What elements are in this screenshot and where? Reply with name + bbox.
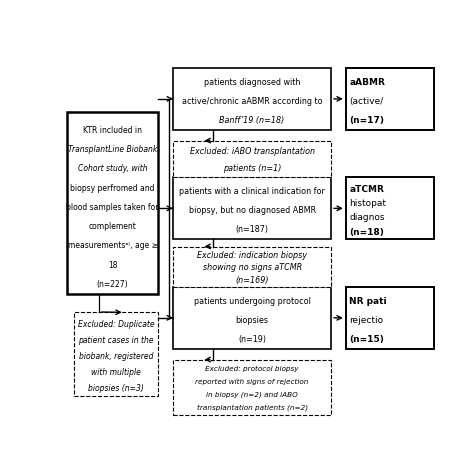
Text: 18: 18 xyxy=(108,261,117,270)
Text: measurementsᵃ⁽, age ≥: measurementsᵃ⁽, age ≥ xyxy=(67,241,157,250)
Text: (n=169): (n=169) xyxy=(236,276,269,285)
Text: (n=17): (n=17) xyxy=(349,116,384,125)
Text: (n=15): (n=15) xyxy=(349,335,384,344)
Text: blood samples taken for: blood samples taken for xyxy=(66,203,159,212)
Text: active/chronic aABMR according to: active/chronic aABMR according to xyxy=(182,97,322,106)
FancyBboxPatch shape xyxy=(173,287,331,349)
Text: patients diagnosed with: patients diagnosed with xyxy=(204,78,301,87)
Text: TransplantLine Biobank: TransplantLine Biobank xyxy=(68,145,157,154)
FancyBboxPatch shape xyxy=(66,112,158,294)
FancyBboxPatch shape xyxy=(346,287,434,349)
Text: patients undergoing protocol: patients undergoing protocol xyxy=(194,297,310,306)
Text: patient cases in the: patient cases in the xyxy=(78,336,154,345)
FancyBboxPatch shape xyxy=(173,246,331,287)
Text: (n=18): (n=18) xyxy=(349,228,384,237)
Text: rejectio: rejectio xyxy=(349,316,383,325)
FancyBboxPatch shape xyxy=(173,141,331,177)
Text: showing no signs aTCMR: showing no signs aTCMR xyxy=(202,263,301,272)
Text: Excluded: indication biopsy: Excluded: indication biopsy xyxy=(197,251,307,260)
FancyBboxPatch shape xyxy=(173,360,331,415)
Text: (active/: (active/ xyxy=(349,97,384,106)
Text: aTCMR: aTCMR xyxy=(349,185,384,194)
Text: Banff’19 (n=18): Banff’19 (n=18) xyxy=(219,116,285,125)
FancyBboxPatch shape xyxy=(346,177,434,239)
Text: (n=19): (n=19) xyxy=(238,335,266,344)
Text: in biopsy (n=2) and iABO: in biopsy (n=2) and iABO xyxy=(206,392,298,398)
Text: biopsy perfromed and: biopsy perfromed and xyxy=(70,183,155,192)
Text: (n=227): (n=227) xyxy=(97,280,128,289)
Text: histopat: histopat xyxy=(349,199,386,208)
Text: biopsies: biopsies xyxy=(236,316,269,325)
Text: aABMR: aABMR xyxy=(349,78,385,87)
Text: NR pati: NR pati xyxy=(349,297,387,306)
FancyBboxPatch shape xyxy=(173,177,331,239)
Text: patients with a clinical indication for: patients with a clinical indication for xyxy=(179,187,325,196)
Text: (n=187): (n=187) xyxy=(236,225,269,234)
Text: biobank, registered: biobank, registered xyxy=(79,352,154,361)
Text: Excluded: protocol biopsy: Excluded: protocol biopsy xyxy=(205,366,299,372)
FancyBboxPatch shape xyxy=(346,68,434,130)
Text: Cohort study, with: Cohort study, with xyxy=(78,164,147,173)
Text: with multiple: with multiple xyxy=(91,368,141,377)
Text: transplantation patients (n=2): transplantation patients (n=2) xyxy=(197,405,308,411)
Text: patients (n=1): patients (n=1) xyxy=(223,164,281,173)
FancyBboxPatch shape xyxy=(173,68,331,130)
Text: Excluded: iABO transplantation: Excluded: iABO transplantation xyxy=(190,147,315,156)
Text: complement: complement xyxy=(89,222,137,231)
Text: Excluded: Duplicate: Excluded: Duplicate xyxy=(78,320,155,329)
Text: biopsy, but no diagnosed ABMR: biopsy, but no diagnosed ABMR xyxy=(189,206,316,215)
Text: diagnos: diagnos xyxy=(349,213,385,222)
FancyBboxPatch shape xyxy=(74,312,158,396)
Text: KTR included in: KTR included in xyxy=(83,126,142,135)
Text: biopsies (n=3): biopsies (n=3) xyxy=(88,384,144,393)
Text: reported with signs of rejection: reported with signs of rejection xyxy=(195,379,309,385)
